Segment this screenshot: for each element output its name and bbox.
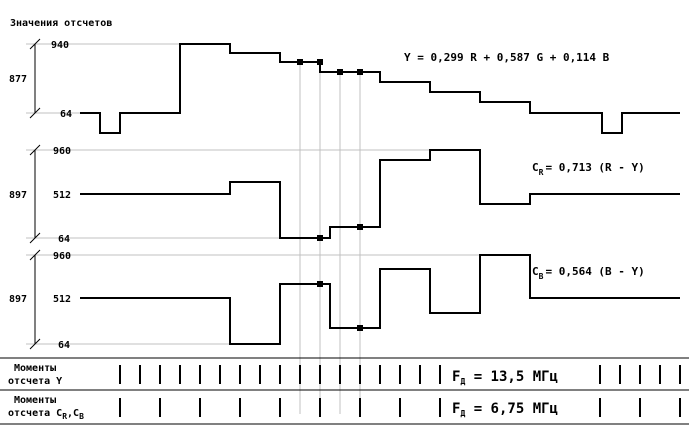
cb-span-label: 897 (9, 294, 27, 305)
cr-formula-sub: R (539, 168, 544, 177)
moments-c-line2: отсчета CR,CB (8, 408, 84, 421)
sample-markers (297, 59, 363, 331)
freq-y-prefix: F (452, 369, 460, 385)
cr-top-label: 960 (53, 146, 71, 157)
freq-c-bg (444, 394, 596, 420)
freq-y-rest: = 13,5 МГц (465, 369, 558, 385)
moments-y-line2: отсчета Y (8, 376, 62, 387)
cb-formula-sub: B (539, 272, 544, 281)
freq-c-label: FД = 6,75 МГц (452, 401, 558, 418)
y-sample-marker-2 (317, 59, 323, 65)
waveforms (80, 43, 680, 345)
cb-sample-marker-2 (357, 325, 363, 331)
freq-c-prefix: F (452, 401, 460, 417)
moments-c-sub-b: B (79, 412, 84, 421)
cb-bottom-label: 64 (58, 340, 70, 351)
sampling-ticks-c (119, 398, 681, 417)
cb-waveform (80, 254, 680, 345)
cb-sample-marker-1 (317, 281, 323, 287)
moments-y-line1: Моменты (14, 363, 56, 374)
y-sample-marker-1 (297, 59, 303, 65)
y-bottom-label: 64 (60, 109, 72, 120)
moments-c-sub-r: R (62, 412, 67, 421)
cr-formula-prefix: C (532, 161, 539, 174)
freq-y-bg (444, 362, 596, 388)
cr-sample-marker-1 (317, 235, 323, 241)
cr-sample-marker-2 (357, 224, 363, 230)
scale-bars (29, 38, 41, 350)
y-span-label: 877 (9, 74, 27, 85)
cr-bottom-label: 64 (58, 234, 70, 245)
reference-lines (26, 43, 480, 414)
freq-y-label: FД = 13,5 МГц (452, 369, 558, 386)
freq-c-sub: Д (460, 409, 465, 418)
cb-formula-prefix: C (532, 265, 539, 278)
separators (0, 357, 689, 425)
cb-top-label: 960 (53, 251, 71, 262)
freq-c-rest: = 6,75 МГц (465, 401, 558, 417)
moments-c-line1: Моменты (14, 395, 56, 406)
cb-mid-label: 512 (53, 294, 71, 305)
y-sample-marker-4 (357, 69, 363, 75)
sampling-ticks-y (119, 365, 681, 384)
cr-formula-rest: = 0,713 (R - Y) (545, 161, 644, 174)
y-formula: Y = 0,299 R + 0,587 G + 0,114 B (404, 51, 610, 64)
cb-formula-rest: = 0,564 (B - Y) (545, 265, 644, 278)
cb-formula: CB = 0,564 (B - Y) (532, 265, 645, 281)
cr-mid-label: 512 (53, 190, 71, 201)
moments-c-line2-main: отсчета C (8, 408, 62, 419)
cr-span-label: 897 (9, 190, 27, 201)
diagram-title: Значения отсчетов (10, 18, 112, 29)
y-top-label: 940 (51, 40, 69, 51)
cr-waveform (80, 149, 680, 239)
freq-y-sub: Д (460, 377, 465, 386)
y-waveform (80, 43, 680, 134)
cr-formula: CR = 0,713 (R - Y) (532, 161, 645, 177)
y-sample-marker-3 (337, 69, 343, 75)
moments-c-comma: ,C (67, 408, 79, 419)
